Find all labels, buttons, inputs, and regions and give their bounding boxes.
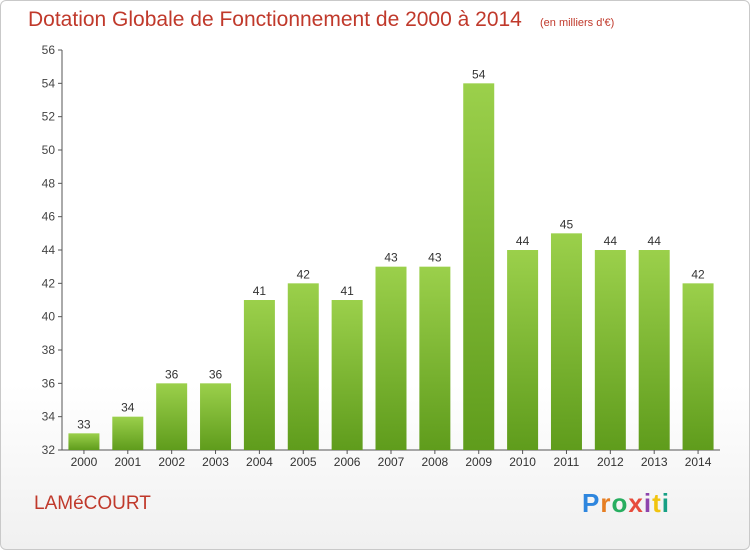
bar bbox=[594, 250, 626, 450]
bar-value-label: 36 bbox=[209, 367, 223, 381]
x-tick-label: 2007 bbox=[378, 455, 405, 469]
bar bbox=[375, 266, 407, 450]
x-tick-label: 2013 bbox=[641, 455, 668, 469]
y-tick-label: 50 bbox=[42, 143, 56, 157]
bar-value-label: 41 bbox=[340, 284, 354, 298]
y-tick-label: 48 bbox=[42, 176, 56, 190]
bar bbox=[682, 283, 714, 450]
y-tick-label: 56 bbox=[42, 43, 56, 57]
bar-value-label: 33 bbox=[77, 417, 91, 431]
x-tick-label: 2014 bbox=[685, 455, 712, 469]
x-tick-label: 2011 bbox=[554, 455, 580, 469]
bar bbox=[200, 383, 232, 450]
x-tick-label: 2000 bbox=[71, 455, 98, 469]
y-tick-label: 40 bbox=[42, 310, 56, 324]
bar bbox=[550, 233, 582, 450]
municipality-name: LAMéCOURT bbox=[34, 493, 151, 514]
x-tick-label: 2005 bbox=[290, 455, 317, 469]
x-tick-label: 2002 bbox=[158, 455, 185, 469]
y-tick-label: 52 bbox=[42, 110, 56, 124]
bar bbox=[112, 416, 144, 450]
y-tick-label: 42 bbox=[42, 276, 56, 290]
bar-value-label: 44 bbox=[604, 234, 618, 248]
y-tick-label: 36 bbox=[42, 376, 56, 390]
bar-value-label: 42 bbox=[691, 267, 705, 281]
chart-subtitle: (en milliers d'€) bbox=[540, 17, 615, 29]
bar-value-label: 43 bbox=[428, 251, 442, 265]
bar bbox=[419, 266, 451, 450]
y-tick-label: 34 bbox=[42, 410, 56, 424]
bar-value-label: 43 bbox=[384, 251, 398, 265]
bar bbox=[156, 383, 188, 450]
x-tick-label: 2006 bbox=[334, 455, 361, 469]
bar-value-label: 41 bbox=[253, 284, 267, 298]
y-tick-label: 38 bbox=[42, 343, 56, 357]
y-tick-label: 32 bbox=[42, 443, 56, 457]
bar-value-label: 42 bbox=[297, 267, 311, 281]
x-tick-label: 2004 bbox=[246, 455, 273, 469]
proxiti-logo: Proxiti bbox=[582, 488, 670, 518]
x-tick-label: 2008 bbox=[422, 455, 449, 469]
bar bbox=[331, 300, 363, 450]
x-tick-label: 2003 bbox=[202, 455, 229, 469]
bar bbox=[68, 433, 100, 450]
bar-value-label: 45 bbox=[560, 217, 574, 231]
bar bbox=[287, 283, 319, 450]
y-tick-label: 46 bbox=[42, 210, 56, 224]
x-tick-label: 2010 bbox=[509, 455, 536, 469]
bar bbox=[638, 250, 670, 450]
x-tick-label: 2012 bbox=[597, 455, 624, 469]
x-tick-label: 2009 bbox=[465, 455, 492, 469]
bar-value-label: 36 bbox=[165, 367, 179, 381]
x-tick-label: 2001 bbox=[114, 455, 141, 469]
bar bbox=[243, 300, 275, 450]
y-tick-label: 54 bbox=[42, 76, 56, 90]
bar-value-label: 54 bbox=[472, 67, 486, 81]
bar bbox=[507, 250, 539, 450]
bar bbox=[463, 83, 495, 450]
bar-value-label: 44 bbox=[648, 234, 662, 248]
y-tick-label: 44 bbox=[42, 243, 56, 257]
bar-value-label: 34 bbox=[121, 401, 135, 415]
chart-title: Dotation Globale de Fonctionnement de 20… bbox=[28, 8, 522, 31]
bar-value-label: 44 bbox=[516, 234, 530, 248]
